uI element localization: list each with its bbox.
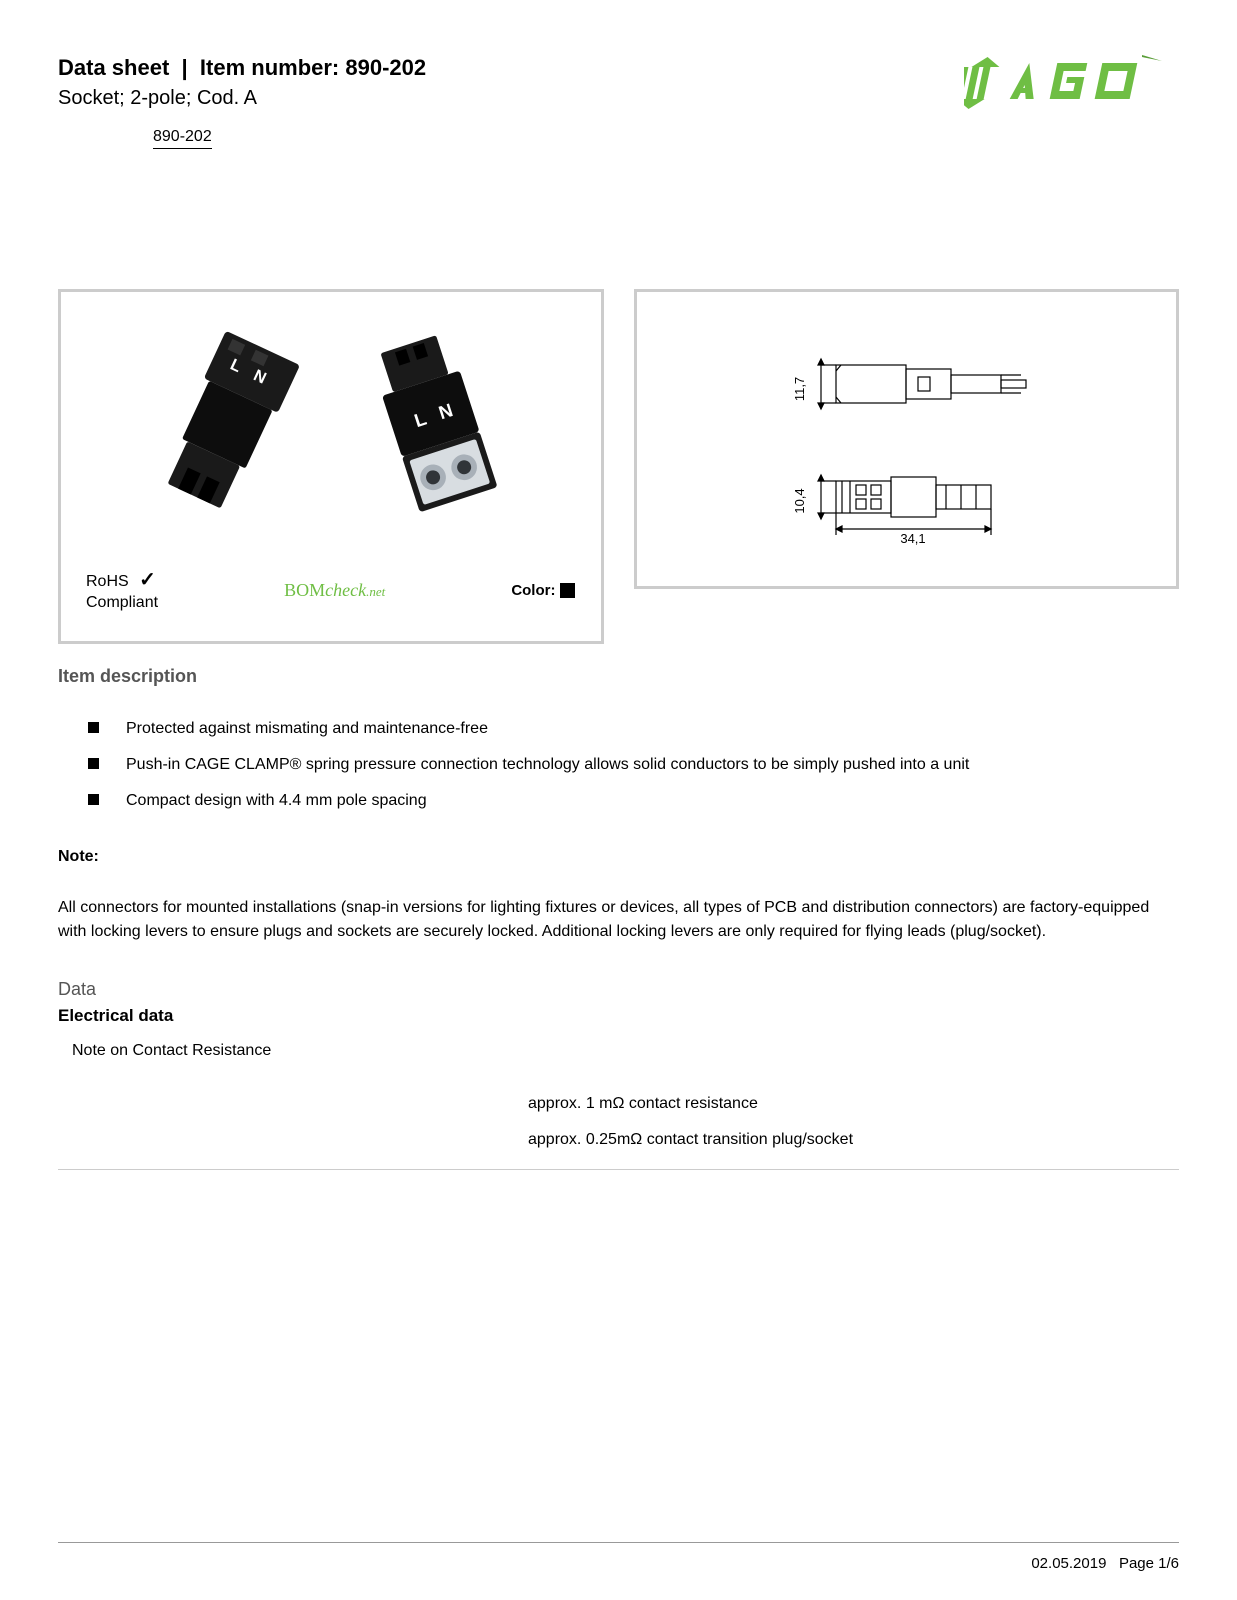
note-label: Note: bbox=[58, 848, 1179, 866]
footer-page: Page 1/6 bbox=[1119, 1555, 1179, 1572]
list-item: Push-in CAGE CLAMP® spring pressure conn… bbox=[88, 753, 1179, 777]
list-item: Compact design with 4.4 mm pole spacing bbox=[88, 789, 1179, 813]
images-row: L N L N bbox=[58, 289, 1179, 644]
title-prefix: Data sheet bbox=[58, 55, 169, 80]
section-divider bbox=[58, 1169, 1179, 1170]
note-text: All connectors for mounted installations… bbox=[58, 896, 1179, 944]
dim-length: 34,1 bbox=[901, 531, 926, 546]
data-subheading: Electrical data bbox=[58, 1006, 1179, 1026]
item-description-heading: Item description bbox=[58, 666, 1179, 687]
bomcheck-logo: BOMcheck.net bbox=[284, 580, 385, 601]
subtitle: Socket; 2-pole; Cod. A bbox=[58, 87, 964, 110]
compliant-text: Compliant bbox=[86, 594, 158, 611]
page-header: Data sheet | Item number: 890-202 Socket… bbox=[58, 55, 1179, 149]
footer-divider bbox=[58, 1542, 1179, 1543]
compliance-row: RoHS ✓ Compliant BOMcheck.net Color: bbox=[76, 567, 586, 614]
connector-front-icon: L N bbox=[141, 317, 316, 527]
title-separator: | bbox=[182, 55, 188, 80]
dimension-drawings: 11,7 bbox=[652, 307, 1162, 597]
data-value-2: approx. 0.25mΩ contact transition plug/s… bbox=[528, 1131, 1179, 1149]
color-label-text: Color: bbox=[511, 582, 555, 599]
header-left: Data sheet | Item number: 890-202 Socket… bbox=[58, 55, 964, 149]
data-heading: Data bbox=[58, 979, 1179, 1000]
page-footer: 02.05.2019 Page 1/6 bbox=[58, 1542, 1179, 1572]
product-photos: L N L N bbox=[76, 307, 586, 537]
drawing-bottom: 10,4 34,1 bbox=[766, 467, 1046, 557]
data-value-1: approx. 1 mΩ contact resistance bbox=[528, 1095, 1179, 1113]
item-link[interactable]: 890-202 bbox=[153, 128, 212, 149]
bomcheck-suffix: check bbox=[325, 580, 366, 600]
list-item: Protected against mismating and maintena… bbox=[88, 717, 1179, 741]
footer-text: 02.05.2019 Page 1/6 bbox=[58, 1555, 1179, 1572]
rohs-text: RoHS bbox=[86, 573, 129, 590]
title-item-label: Item number: bbox=[200, 55, 339, 80]
checkmark-icon: ✓ bbox=[139, 569, 156, 591]
drawing-top: 11,7 bbox=[766, 347, 1046, 427]
footer-date: 02.05.2019 bbox=[1031, 1555, 1106, 1572]
color-indicator: Color: bbox=[511, 582, 575, 599]
bomcheck-main: BOM bbox=[284, 580, 325, 600]
rohs-compliant: RoHS ✓ Compliant bbox=[86, 567, 158, 614]
item-description-list: Protected against mismating and maintena… bbox=[58, 717, 1179, 813]
wago-logo bbox=[964, 55, 1179, 115]
data-row-label: Note on Contact Resistance bbox=[72, 1042, 1179, 1060]
product-photo-box: L N L N bbox=[58, 289, 604, 644]
dimension-drawing-box: 11,7 bbox=[634, 289, 1180, 589]
title-line: Data sheet | Item number: 890-202 bbox=[58, 55, 964, 81]
title-item-number: 890-202 bbox=[345, 55, 426, 80]
bomcheck-tld: .net bbox=[366, 584, 385, 599]
dim-height-top: 11,7 bbox=[792, 377, 807, 401]
connector-back-icon: L N bbox=[346, 317, 521, 527]
dim-height-bottom: 10,4 bbox=[792, 488, 807, 513]
color-swatch bbox=[560, 583, 575, 598]
data-values: approx. 1 mΩ contact resistance approx. … bbox=[528, 1095, 1179, 1149]
